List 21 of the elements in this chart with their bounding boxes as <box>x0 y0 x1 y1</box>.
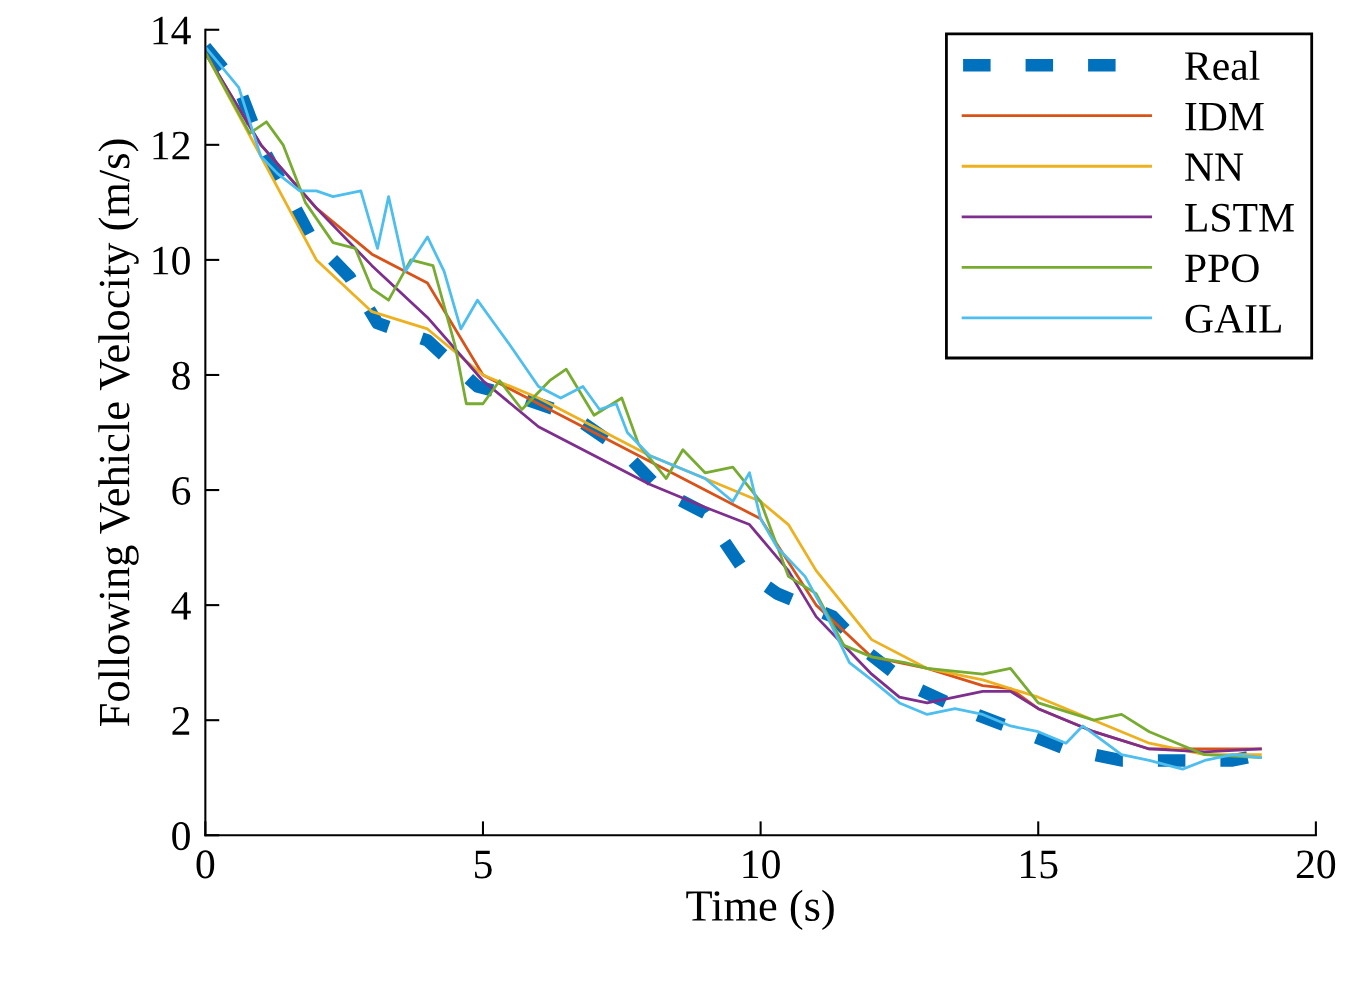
legend-label: LSTM <box>1185 203 1294 232</box>
y-tick-label: 10 <box>153 246 190 275</box>
legend-label: Real <box>1185 50 1260 81</box>
legend-label: GAIL <box>1185 304 1281 333</box>
x-tick-label: 5 <box>474 850 492 879</box>
y-tick-label: 12 <box>153 131 190 160</box>
legend-label: PPO <box>1185 254 1259 283</box>
y-tick-label: 2 <box>172 707 190 735</box>
x-tick-label: 0 <box>196 850 215 879</box>
y-tick-label: 8 <box>172 361 190 390</box>
y-tick-label: 6 <box>172 476 191 505</box>
y-tick-label: 4 <box>171 592 191 620</box>
y-tick-label: 14 <box>153 16 191 45</box>
y-axis-title: Following Vehicle Velocity (m/s) <box>98 139 139 727</box>
legend-label: NN <box>1185 153 1244 181</box>
legend-label: IDM <box>1185 103 1264 131</box>
x-tick-label: 10 <box>743 850 780 879</box>
x-axis-title: Time (s) <box>686 889 834 931</box>
y-tick-label: 0 <box>172 822 190 851</box>
x-tick-label: 20 <box>1296 850 1336 879</box>
x-tick-label: 15 <box>1021 850 1058 879</box>
